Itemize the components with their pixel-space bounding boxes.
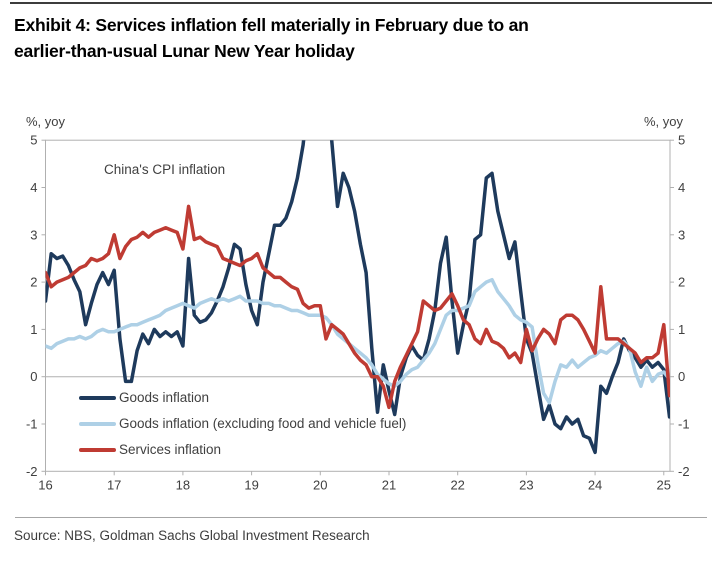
exhibit-title: Exhibit 4: Services inflation fell mater…: [14, 12, 708, 64]
y-axis-unit-right: %, yoy: [644, 114, 684, 129]
x-tick-label: 25: [657, 477, 671, 492]
series-goods-inflation: [45, 140, 670, 455]
legend-label: Goods inflation (excluding food and vehi…: [119, 416, 407, 431]
chart-legend: Goods inflation Goods inflation (excludi…: [79, 389, 406, 467]
y-tick-label-right: 3: [678, 227, 685, 242]
source-text: Source: NBS, Goldman Sachs Global Invest…: [14, 528, 370, 543]
legend-label: Goods inflation: [119, 390, 210, 405]
y-tick-label-left: -1: [26, 417, 38, 432]
goods-line-swatch: [79, 395, 116, 400]
x-tick-label: 19: [244, 477, 258, 492]
legend-label: Services inflation: [119, 442, 222, 457]
y-tick-label-right: 4: [678, 180, 685, 195]
chart-annotation: China's CPI inflation: [104, 162, 226, 177]
x-tick-label: 22: [450, 477, 464, 492]
x-tick-label: 23: [519, 477, 533, 492]
x-tick-label: 21: [382, 477, 396, 492]
y-tick-label-right: 0: [678, 369, 685, 384]
y-tick-label-right: -2: [678, 464, 690, 479]
source-divider-rule: [15, 517, 707, 518]
legend-item-services: Services inflation: [79, 441, 406, 458]
y-tick-label-right: 2: [678, 275, 685, 290]
x-tick-label: 24: [588, 477, 602, 492]
y-tick-label-right: -1: [678, 417, 690, 432]
y-tick-label-left: 5: [30, 133, 37, 148]
exhibit-top-rule: [10, 2, 712, 4]
y-tick-label-left: -2: [26, 464, 38, 479]
legend-item-goods: Goods inflation: [79, 389, 406, 406]
series-goods-inflation-excluding-food-and-vehicle-fuel: [45, 277, 670, 405]
plot-border: [45, 139, 671, 472]
x-tick-label: 16: [38, 477, 52, 492]
x-tick-label: 18: [176, 477, 190, 492]
exhibit-title-line1: Exhibit 4: Services inflation fell mater…: [14, 15, 529, 35]
y-tick-label-right: 1: [678, 322, 685, 337]
y-axis-unit-left: %, yoy: [26, 114, 66, 129]
x-tick-label: 20: [313, 477, 327, 492]
y-tick-label-left: 4: [30, 180, 37, 195]
y-tick-label-left: 3: [30, 227, 37, 242]
services-line-swatch: [79, 447, 116, 452]
y-tick-label-left: 2: [30, 275, 37, 290]
series-services-inflation: [45, 204, 670, 410]
core-goods-line-swatch: [79, 421, 116, 426]
legend-item-core-goods: Goods inflation (excluding food and vehi…: [79, 415, 406, 432]
x-tick-label: 17: [107, 477, 121, 492]
y-tick-label-left: 0: [30, 369, 37, 384]
y-tick-label-right: 5: [678, 133, 685, 148]
exhibit-title-line2: earlier-than-usual Lunar New Year holida…: [14, 41, 355, 61]
y-tick-label-left: 1: [30, 322, 37, 337]
